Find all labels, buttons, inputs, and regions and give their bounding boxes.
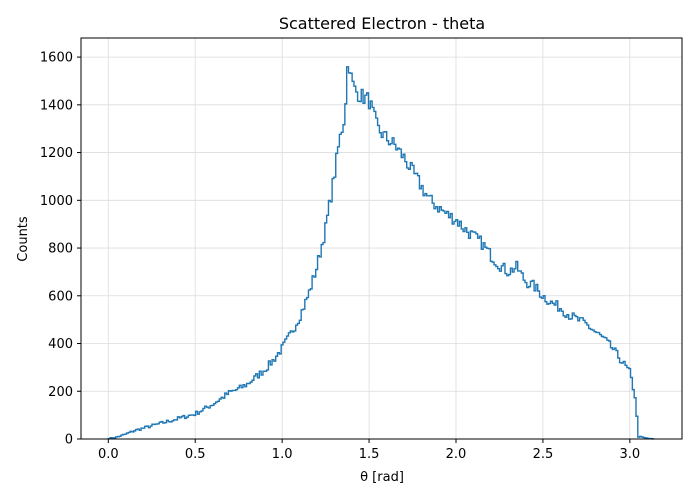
x-tick-label: 2.0 [446, 447, 467, 462]
x-tick-label: 3.0 [620, 447, 641, 462]
plot-frame [80, 37, 683, 440]
y-tick-label: 1000 [40, 194, 73, 209]
y-tick-label: 600 [48, 289, 73, 304]
y-tick-label: 200 [48, 385, 73, 400]
y-tick-label: 1400 [40, 98, 73, 113]
x-tick-label: 1.5 [359, 447, 380, 462]
histogram-line [107, 66, 655, 440]
x-tick-label: 0.5 [185, 447, 206, 462]
data-series [107, 66, 655, 440]
y-tick-label: 400 [48, 337, 73, 352]
x-tick-label: 2.5 [533, 447, 554, 462]
x-axis-ticks: 0.0 0.5 1.0 1.5 2.0 2.5 3.0 [98, 439, 640, 462]
grid-lines [81, 38, 682, 440]
x-tick-label: 0.0 [98, 447, 119, 462]
y-tick-label: 1200 [40, 146, 73, 161]
x-axis-label: θ [rad] [360, 470, 404, 485]
y-tick-label: 0 [65, 433, 73, 448]
y-axis-ticks: 0 200 400 600 800 1000 1200 1400 1600 [40, 51, 81, 448]
chart-title: Scattered Electron - theta [279, 14, 485, 33]
x-tick-label: 1.0 [272, 447, 293, 462]
y-tick-label: 800 [48, 242, 73, 257]
y-tick-label: 1600 [40, 51, 73, 66]
y-axis-label: Counts [16, 216, 31, 262]
